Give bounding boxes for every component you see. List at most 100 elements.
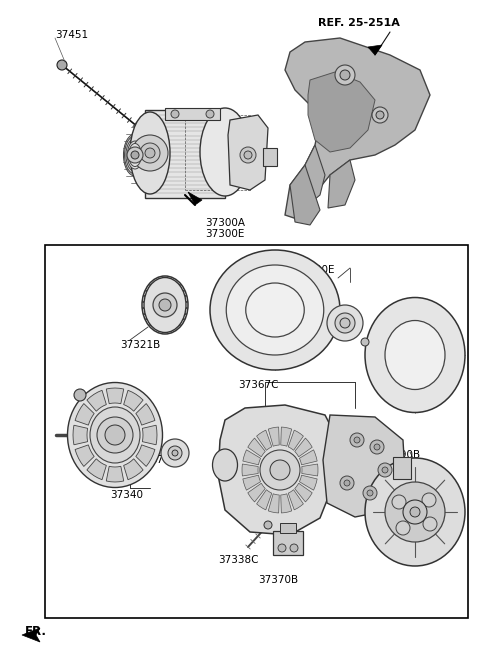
- Polygon shape: [288, 489, 303, 510]
- Circle shape: [140, 143, 160, 163]
- Circle shape: [159, 299, 171, 311]
- Text: 37334: 37334: [310, 310, 343, 320]
- Text: 37367C: 37367C: [238, 380, 278, 390]
- Circle shape: [57, 60, 67, 70]
- Polygon shape: [323, 415, 405, 517]
- Polygon shape: [285, 38, 430, 220]
- Polygon shape: [75, 445, 94, 466]
- Circle shape: [376, 111, 384, 119]
- Circle shape: [244, 151, 252, 159]
- Polygon shape: [143, 425, 157, 445]
- Text: 37300E: 37300E: [205, 229, 244, 239]
- Circle shape: [105, 425, 125, 445]
- Circle shape: [403, 500, 427, 524]
- Ellipse shape: [200, 108, 250, 196]
- Circle shape: [370, 440, 384, 454]
- Polygon shape: [281, 427, 292, 446]
- Text: 37342: 37342: [150, 455, 183, 465]
- Polygon shape: [308, 72, 375, 152]
- Circle shape: [344, 480, 350, 486]
- Circle shape: [127, 147, 143, 163]
- Bar: [263, 148, 277, 166]
- Circle shape: [396, 521, 410, 535]
- Polygon shape: [188, 192, 202, 205]
- Circle shape: [97, 417, 133, 453]
- Text: 37321B: 37321B: [120, 340, 160, 350]
- Ellipse shape: [90, 407, 140, 463]
- Text: 37390B: 37390B: [380, 450, 420, 460]
- Polygon shape: [368, 45, 382, 55]
- Polygon shape: [295, 438, 312, 457]
- Text: 37338C: 37338C: [218, 555, 259, 565]
- Circle shape: [172, 450, 178, 456]
- Text: 37330E: 37330E: [295, 265, 335, 275]
- Circle shape: [327, 305, 363, 341]
- Ellipse shape: [126, 138, 144, 171]
- Polygon shape: [257, 430, 272, 450]
- Polygon shape: [268, 427, 279, 446]
- Ellipse shape: [365, 458, 465, 566]
- Polygon shape: [106, 466, 124, 482]
- Ellipse shape: [210, 250, 340, 370]
- Circle shape: [382, 467, 388, 473]
- Bar: [273, 531, 303, 555]
- Circle shape: [374, 444, 380, 450]
- Circle shape: [171, 110, 179, 118]
- Circle shape: [278, 544, 286, 552]
- Circle shape: [240, 147, 256, 163]
- Circle shape: [340, 70, 350, 80]
- Bar: [393, 457, 411, 479]
- Text: FR.: FR.: [25, 625, 47, 638]
- Text: 37370B: 37370B: [258, 575, 298, 585]
- Ellipse shape: [127, 141, 143, 169]
- Text: 37300A: 37300A: [205, 218, 245, 228]
- Circle shape: [145, 148, 155, 158]
- Circle shape: [340, 318, 350, 328]
- Ellipse shape: [226, 265, 324, 355]
- Circle shape: [168, 446, 182, 460]
- Polygon shape: [136, 403, 155, 425]
- Ellipse shape: [129, 144, 141, 167]
- Polygon shape: [243, 475, 261, 490]
- Polygon shape: [242, 464, 258, 476]
- Circle shape: [350, 433, 364, 447]
- Ellipse shape: [213, 449, 238, 481]
- Text: 37451: 37451: [55, 30, 88, 40]
- Circle shape: [385, 482, 445, 542]
- Circle shape: [131, 151, 139, 159]
- Circle shape: [270, 460, 290, 480]
- Bar: [145, 110, 225, 198]
- Polygon shape: [288, 430, 303, 450]
- Polygon shape: [300, 450, 317, 465]
- Bar: [165, 108, 220, 120]
- Circle shape: [260, 450, 300, 490]
- Text: REF. 25-251A: REF. 25-251A: [318, 18, 400, 28]
- Polygon shape: [73, 425, 88, 445]
- Polygon shape: [75, 403, 94, 425]
- Circle shape: [372, 107, 388, 123]
- Circle shape: [335, 313, 355, 333]
- Polygon shape: [305, 145, 325, 205]
- Text: 37340: 37340: [110, 490, 143, 500]
- Ellipse shape: [365, 298, 465, 413]
- Polygon shape: [295, 483, 312, 502]
- Circle shape: [290, 544, 298, 552]
- Polygon shape: [281, 494, 292, 513]
- Polygon shape: [328, 160, 355, 208]
- Polygon shape: [106, 388, 124, 403]
- Polygon shape: [124, 459, 143, 480]
- Circle shape: [363, 486, 377, 500]
- Bar: [45, 245, 468, 618]
- Circle shape: [206, 110, 214, 118]
- Polygon shape: [248, 483, 265, 502]
- Circle shape: [74, 389, 86, 401]
- Circle shape: [153, 293, 177, 317]
- Circle shape: [367, 490, 373, 496]
- Text: 37332: 37332: [325, 323, 358, 333]
- Circle shape: [410, 507, 420, 517]
- Circle shape: [361, 338, 369, 346]
- Polygon shape: [228, 115, 268, 190]
- Polygon shape: [248, 438, 265, 457]
- Ellipse shape: [246, 283, 304, 337]
- Polygon shape: [268, 494, 279, 513]
